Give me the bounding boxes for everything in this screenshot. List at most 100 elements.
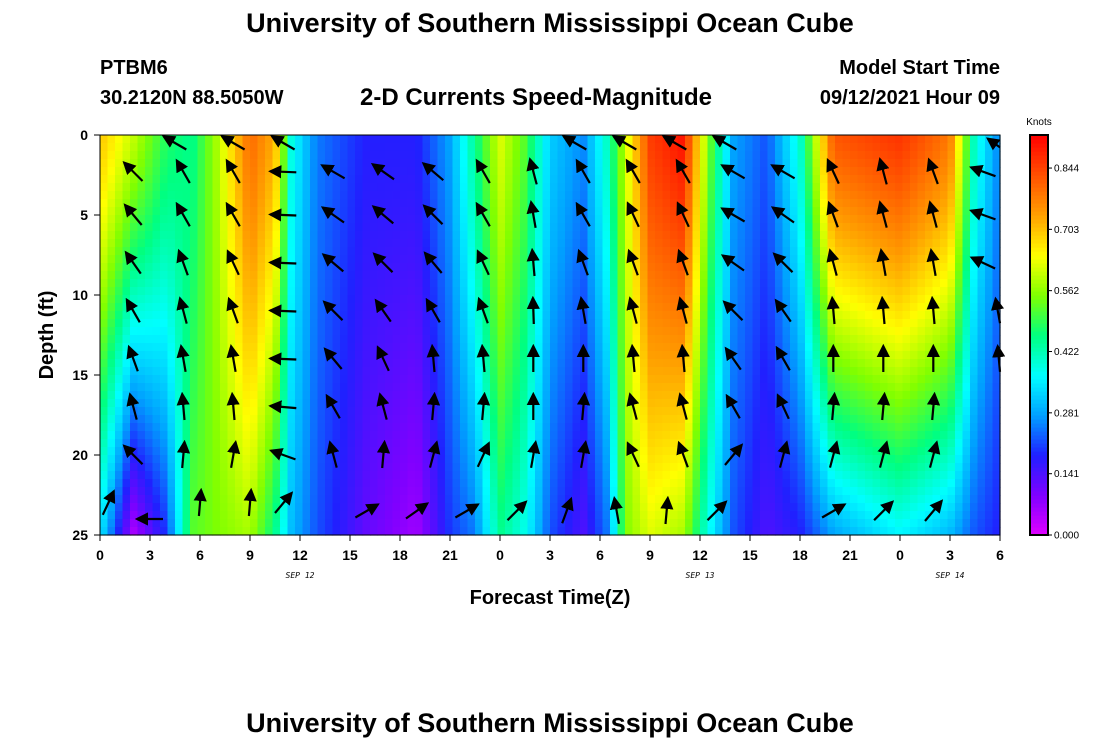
heatmap-cell: [700, 487, 709, 496]
heatmap-cell: [340, 383, 349, 392]
heatmap-cell: [737, 351, 746, 360]
heatmap-cell: [542, 343, 551, 352]
heatmap-cell: [737, 239, 746, 248]
heatmap-cell: [295, 439, 304, 448]
heatmap-cell: [122, 287, 131, 296]
heatmap-cell: [205, 383, 214, 392]
heatmap-cell: [205, 183, 214, 192]
heatmap-cell: [775, 359, 784, 368]
heatmap-cell: [580, 431, 589, 440]
heatmap-cell: [437, 375, 446, 384]
heatmap-cell: [595, 231, 604, 240]
heatmap-cell: [572, 455, 581, 464]
heatmap-cell: [520, 375, 529, 384]
heatmap-cell: [820, 455, 829, 464]
heatmap-cell: [760, 479, 769, 488]
heatmap-cell: [497, 271, 506, 280]
heatmap-cell: [310, 391, 319, 400]
heatmap-cell: [265, 423, 274, 432]
heatmap-cell: [482, 271, 491, 280]
heatmap-cell: [797, 343, 806, 352]
heatmap-cell: [437, 335, 446, 344]
heatmap-cell: [272, 319, 281, 328]
heatmap-cell: [752, 295, 761, 304]
heatmap-cell: [602, 415, 611, 424]
heatmap-cell: [722, 335, 731, 344]
heatmap-cell: [137, 191, 146, 200]
heatmap-cell: [317, 239, 326, 248]
heatmap-cell: [790, 519, 799, 528]
heatmap-cell: [197, 423, 206, 432]
heatmap-cell: [535, 223, 544, 232]
heatmap-cell: [220, 519, 229, 528]
heatmap-cell: [227, 175, 236, 184]
heatmap-cell: [535, 207, 544, 216]
heatmap-cell: [152, 247, 161, 256]
heatmap-cell: [550, 295, 559, 304]
heatmap-cell: [835, 135, 844, 144]
heatmap-cell: [265, 135, 274, 144]
heatmap-cell: [182, 335, 191, 344]
heatmap-cell: [565, 455, 574, 464]
heatmap-cell: [317, 479, 326, 488]
heatmap-cell: [220, 175, 229, 184]
heatmap-cell: [520, 191, 529, 200]
heatmap-cell: [520, 247, 529, 256]
heatmap-cell: [212, 175, 221, 184]
heatmap-cell: [782, 319, 791, 328]
heatmap-cell: [490, 487, 499, 496]
heatmap-cell: [422, 247, 431, 256]
heatmap-cell: [107, 399, 116, 408]
heatmap-cell: [782, 511, 791, 520]
heatmap-cell: [205, 247, 214, 256]
heatmap-cell: [760, 471, 769, 480]
heatmap-cell: [325, 479, 334, 488]
heatmap-cell: [437, 423, 446, 432]
heatmap-cell: [722, 231, 731, 240]
heatmap-cell: [745, 383, 754, 392]
heatmap-cell: [235, 367, 244, 376]
heatmap-cell: [842, 135, 851, 144]
heatmap-cell: [752, 263, 761, 272]
heatmap-cell: [182, 359, 191, 368]
heatmap-cell: [287, 431, 296, 440]
heatmap-cell: [767, 471, 776, 480]
heatmap-cell: [430, 431, 439, 440]
heatmap-cell: [685, 215, 694, 224]
heatmap-cell: [302, 503, 311, 512]
heatmap-cell: [310, 255, 319, 264]
heatmap-cell: [527, 311, 536, 320]
heatmap-cell: [535, 255, 544, 264]
heatmap-cell: [602, 439, 611, 448]
heatmap-cell: [820, 223, 829, 232]
heatmap-cell: [497, 495, 506, 504]
heatmap-cell: [587, 287, 596, 296]
heatmap-cell: [662, 207, 671, 216]
heatmap-cell: [340, 391, 349, 400]
heatmap-cell: [227, 327, 236, 336]
heatmap-cell: [542, 375, 551, 384]
heatmap-cell: [475, 335, 484, 344]
heatmap-cell: [685, 207, 694, 216]
heatmap-cell: [610, 279, 619, 288]
heatmap-cell: [827, 215, 836, 224]
heatmap-cell: [152, 263, 161, 272]
heatmap-cell: [265, 295, 274, 304]
heatmap-cell: [827, 511, 836, 520]
heatmap-cell: [730, 471, 739, 480]
heatmap-cell: [737, 359, 746, 368]
heatmap-cell: [505, 471, 514, 480]
heatmap-cell: [692, 239, 701, 248]
heatmap-cell: [160, 207, 169, 216]
heatmap-cell: [310, 487, 319, 496]
heatmap-cell: [445, 255, 454, 264]
heatmap-cell: [752, 383, 761, 392]
heatmap-cell: [257, 487, 266, 496]
heatmap-cell: [220, 335, 229, 344]
heatmap-cell: [617, 175, 626, 184]
heatmap-cell: [827, 423, 836, 432]
heatmap-cell: [677, 151, 686, 160]
heatmap-cell: [415, 263, 424, 272]
heatmap-cell: [700, 151, 709, 160]
heatmap-cell: [415, 247, 424, 256]
